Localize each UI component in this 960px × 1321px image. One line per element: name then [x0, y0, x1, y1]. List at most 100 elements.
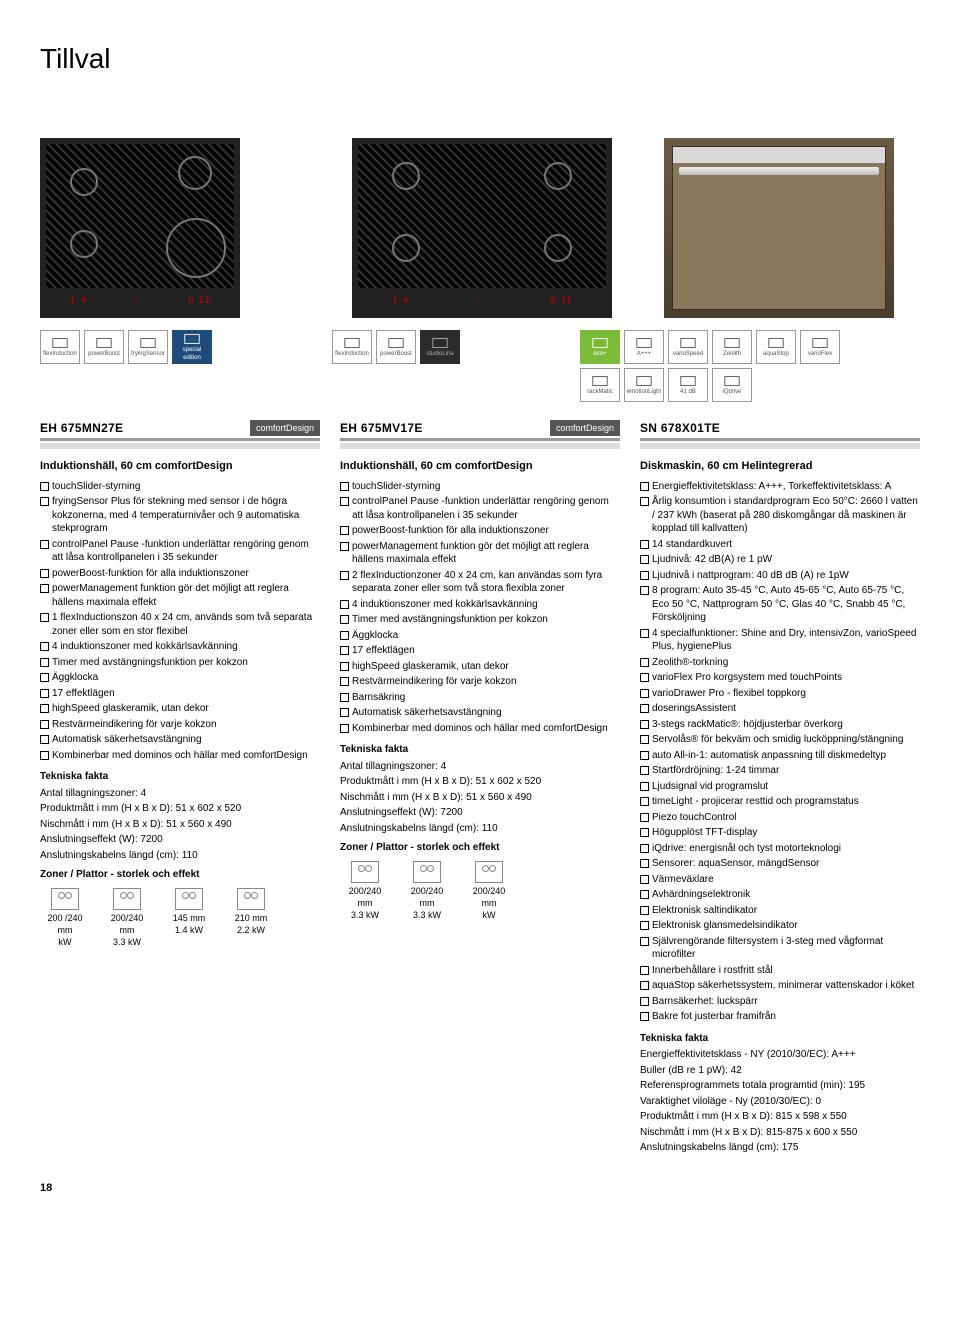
zone-row: 200 /240 mmkW200/240 mm3.3 kW145 mm1.4 k…: [40, 888, 320, 948]
spec-item: 2 flexInductionzoner 40 x 24 cm, kan anv…: [340, 569, 620, 596]
product-image-2: I.9-4 II: [352, 138, 612, 318]
model-number: SN 678X01TE: [640, 420, 720, 436]
spec-item: Högupplöst TFT-display: [640, 826, 920, 840]
spec-item: Värmeväxlare: [640, 873, 920, 887]
feature-badge: rackMatic: [580, 368, 620, 402]
column-header: SN 678X01TE: [640, 420, 920, 441]
product-heading: Induktionshäll, 60 cm comfortDesign: [40, 459, 320, 474]
feature-badge: flexInduction: [332, 330, 372, 364]
tech-line: Anslutningseffekt (W): 7200: [40, 833, 320, 847]
spec-item: fryingSensor Plus för stekning med senso…: [40, 495, 320, 536]
model-number: EH 675MV17E: [340, 420, 423, 436]
spec-item: Restvärmeindikering för varje kokzon: [40, 718, 320, 732]
zone-spec: 200/240 mm3.3 kW: [102, 888, 152, 948]
spec-item: 3-stegs rackMatic®: höjdjusterbar överko…: [640, 718, 920, 732]
spec-item: Elektronisk glansmedelsindikator: [640, 919, 920, 933]
tech-line: Anslutningseffekt (W): 7200: [340, 806, 620, 820]
feature-badge: Zeolith: [712, 330, 752, 364]
spec-item: auto All-in-1: automatisk anpassning til…: [640, 749, 920, 763]
spec-item: varioDrawer Pro - flexibel toppkorg: [640, 687, 920, 701]
design-tag: comfortDesign: [250, 420, 320, 436]
zone-size: 145 mm: [164, 912, 214, 924]
tech-line: Anslutningskabelns längd (cm): 110: [40, 849, 320, 863]
zone-icon: [475, 861, 503, 883]
tech-line: Nischmått i mm (H x B x D): 51 x 560 x 4…: [40, 818, 320, 832]
spec-item: 1 flexInductionszon 40 x 24 cm, används …: [40, 611, 320, 638]
zone-spec: 210 mm2.2 kW: [226, 888, 276, 948]
spec-item: Kombinerbar med dominos och hällar med c…: [40, 749, 320, 763]
spec-item: 8 program: Auto 35-45 °C, Auto 45-65 °C,…: [640, 584, 920, 625]
zones-label: Zoner / Plattor - storlek och effekt: [340, 841, 620, 855]
zone-size: 200 /240 mm: [40, 912, 90, 936]
tech-label: Tekniska fakta: [640, 1032, 920, 1046]
tech-label: Tekniska fakta: [40, 770, 320, 784]
spec-item: highSpeed glaskeramik, utan dekor: [340, 660, 620, 674]
spec-item: powerBoost-funktion för alla induktionsz…: [40, 567, 320, 581]
feature-badge: varioFlex: [800, 330, 840, 364]
spec-column: SN 678X01TE Diskmaskin, 60 cm Helintegrer…: [640, 420, 920, 1157]
feature-badge: emotionLight: [624, 368, 664, 402]
spec-item: Elektronisk saltindikator: [640, 904, 920, 918]
tech-line: Anslutningskabelns längd (cm): 175: [640, 1141, 920, 1155]
badge-group-3: eco+A+++varioSpeedZeolithaquaStopvarioFl…: [580, 330, 840, 402]
spec-item: Kombinerbar med dominos och hällar med c…: [340, 722, 620, 736]
model-number: EH 675MN27E: [40, 420, 123, 436]
zone-size: 200/240 mm: [464, 885, 514, 909]
tech-line: Nischmått i mm (H x B x D): 51 x 560 x 4…: [340, 791, 620, 805]
feature-badge: flexInduction: [40, 330, 80, 364]
feature-badge: studioLine: [420, 330, 460, 364]
spec-item: powerManagement funktion gör det möjligt…: [340, 540, 620, 567]
badge-group-1: flexInductionpowerBoostfryingSensorspeci…: [40, 330, 212, 402]
spec-item: 4 induktionszoner med kokkärlsavkänning: [340, 598, 620, 612]
badge-rows: flexInductionpowerBoostfryingSensorspeci…: [40, 330, 920, 402]
spec-item: Äggklocka: [340, 629, 620, 643]
spec-item: Avhärdningselektronik: [640, 888, 920, 902]
spec-item: Självrengörande filtersystem i 3-steg me…: [640, 935, 920, 962]
tech-line: Produktmått i mm (H x B x D): 51 x 602 x…: [340, 775, 620, 789]
spec-list: touchSlider-styrningfryingSensor Plus fö…: [40, 480, 320, 763]
feature-badge: 41 dB: [668, 368, 708, 402]
feature-badge: special edition: [172, 330, 212, 364]
feature-badge: varioSpeed: [668, 330, 708, 364]
page-title: Tillval: [40, 40, 920, 78]
spec-item: Barnsäkring: [340, 691, 620, 705]
spec-item: touchSlider-styrning: [40, 480, 320, 494]
spec-item: Automatisk säkerhetsavstängning: [40, 733, 320, 747]
spec-item: powerManagement funktion gör det möjligt…: [40, 582, 320, 609]
zones-label: Zoner / Plattor - storlek och effekt: [40, 868, 320, 882]
zone-spec: 200/240 mm3.3 kW: [402, 861, 452, 921]
zone-size: 200/240 mm: [102, 912, 152, 936]
product-heading: Diskmaskin, 60 cm Helintegrerad: [640, 459, 920, 474]
spec-item: highSpeed glaskeramik, utan dekor: [40, 702, 320, 716]
tech-line: Varaktighet viloläge - Ny (2010/30/EC): …: [640, 1095, 920, 1109]
feature-badge: aquaStop: [756, 330, 796, 364]
spec-item: Timer med avstängningsfunktion per kokzo…: [340, 613, 620, 627]
spec-item: 4 specialfunktioner: Shine and Dry, inte…: [640, 627, 920, 654]
zone-power: 1.4 kW: [164, 924, 214, 936]
zone-power: kW: [40, 936, 90, 948]
feature-badge: powerBoost: [84, 330, 124, 364]
spec-item: timeLight - projicerar resttid och progr…: [640, 795, 920, 809]
spec-item: Zeolith®-torkning: [640, 656, 920, 670]
feature-badge: iQdrive: [712, 368, 752, 402]
feature-badge: fryingSensor: [128, 330, 168, 364]
spec-item: Sensorer: aquaSensor, mängdSensor: [640, 857, 920, 871]
product-images-row: I.9-0 II I.9-4 II: [40, 138, 920, 318]
product-image-3: [664, 138, 894, 318]
zone-power: 3.3 kW: [402, 909, 452, 921]
spec-item: 17 effektlägen: [40, 687, 320, 701]
spec-item: Äggklocka: [40, 671, 320, 685]
zone-power: kW: [464, 909, 514, 921]
spec-item: Energieffektivitetsklass: A+++, Torkeffe…: [640, 480, 920, 494]
zone-spec: 145 mm1.4 kW: [164, 888, 214, 948]
tech-line: Nischmått i mm (H x B x D): 815-875 x 60…: [640, 1126, 920, 1140]
feature-badge: eco+: [580, 330, 620, 364]
spec-item: powerBoost-funktion för alla induktionsz…: [340, 524, 620, 538]
zone-icon: [113, 888, 141, 910]
tech-line: Antal tillagningszoner: 4: [340, 760, 620, 774]
spec-item: 17 effektlägen: [340, 644, 620, 658]
column-underline: [640, 443, 920, 449]
column-header: EH 675MN27E comfortDesign: [40, 420, 320, 441]
tech-line: Antal tillagningszoner: 4: [40, 787, 320, 801]
spec-item: controlPanel Pause -funktion underlättar…: [40, 538, 320, 565]
